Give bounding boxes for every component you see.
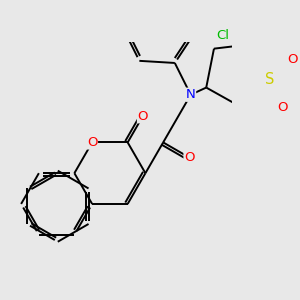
Text: O: O [87,136,98,149]
Text: O: O [137,110,148,123]
Text: O: O [184,151,195,164]
Text: O: O [287,52,298,66]
Text: Cl: Cl [216,28,229,41]
Text: N: N [186,88,196,101]
Text: O: O [277,101,288,114]
Text: S: S [265,73,275,88]
